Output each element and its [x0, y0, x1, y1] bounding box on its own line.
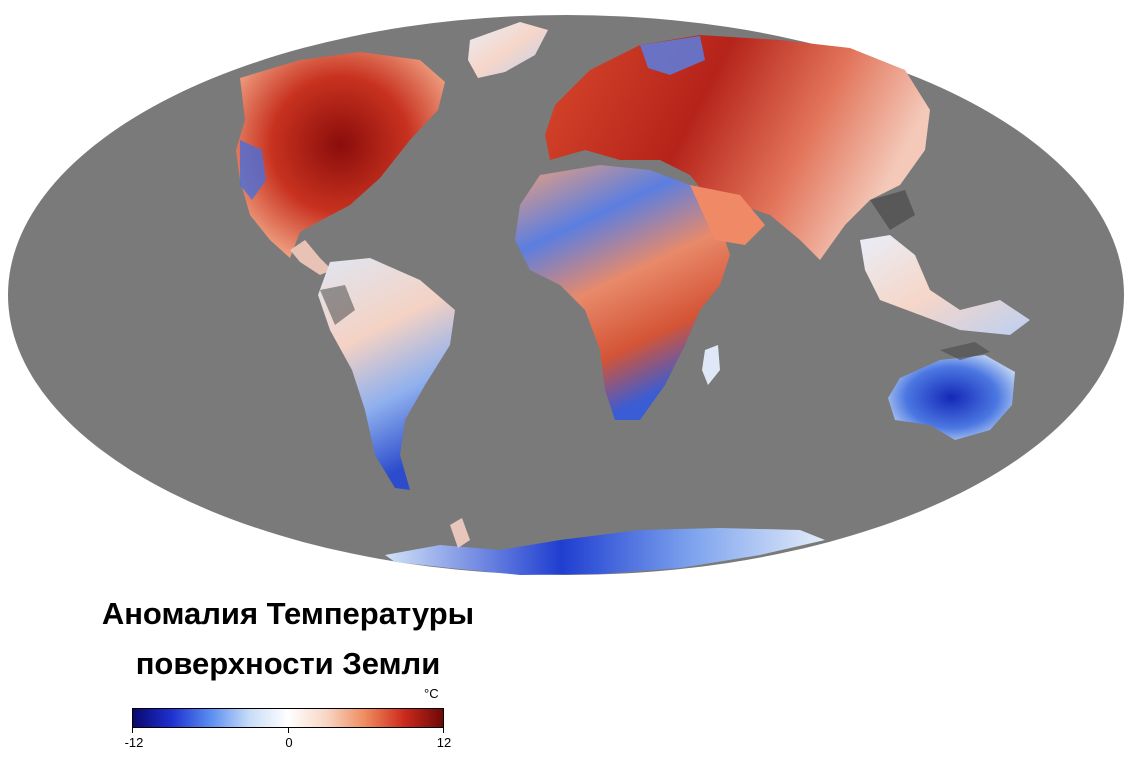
tick-mid	[288, 728, 289, 733]
region-central-america	[290, 240, 332, 275]
region-southeast-asia	[860, 235, 1030, 335]
region-scandinavia	[640, 36, 705, 75]
region-madagascar	[702, 345, 720, 385]
legend-unit: °C	[424, 686, 439, 701]
region-south-america	[318, 258, 455, 490]
region-east-asia-nodata	[870, 190, 915, 230]
region-south-america-nodata	[320, 285, 355, 325]
region-antarctic-peninsula	[450, 518, 470, 548]
region-africa	[515, 165, 730, 420]
region-north-america-west	[240, 140, 266, 200]
tick-label-min: -12	[124, 735, 144, 750]
tick-label-max: 12	[436, 735, 452, 750]
region-north-america	[236, 52, 445, 258]
region-eurasia	[545, 35, 930, 260]
legend-title-line1: Аномалия Температуры	[101, 596, 475, 631]
region-antarctica	[385, 528, 825, 575]
tick-max	[443, 728, 444, 733]
region-australia	[888, 355, 1015, 440]
legend-title-line2: поверхности Земли	[135, 646, 441, 681]
region-arabia	[690, 185, 765, 245]
region-new-guinea-nodata	[940, 342, 990, 360]
tick-label-mid: 0	[285, 735, 293, 750]
tick-min	[132, 728, 133, 733]
region-greenland	[468, 22, 548, 78]
color-scale-bar	[132, 708, 444, 728]
world-map	[8, 15, 1124, 575]
